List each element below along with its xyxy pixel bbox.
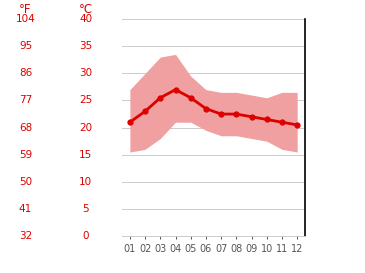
- Text: 0: 0: [82, 231, 89, 241]
- Text: °C: °C: [79, 3, 93, 16]
- Text: 30: 30: [79, 68, 92, 78]
- Text: 32: 32: [19, 231, 32, 241]
- Text: 35: 35: [79, 41, 92, 51]
- Text: 41: 41: [19, 204, 32, 214]
- Text: 77: 77: [19, 96, 32, 105]
- Text: 15: 15: [79, 150, 92, 160]
- Text: 50: 50: [19, 177, 32, 187]
- Text: 10: 10: [79, 177, 92, 187]
- Text: 86: 86: [19, 68, 32, 78]
- Text: 95: 95: [19, 41, 32, 51]
- Text: 59: 59: [19, 150, 32, 160]
- Text: 25: 25: [79, 96, 92, 105]
- Text: 104: 104: [16, 14, 35, 24]
- Text: 20: 20: [79, 123, 92, 133]
- Text: 40: 40: [79, 14, 92, 24]
- Text: 68: 68: [19, 123, 32, 133]
- Text: 5: 5: [82, 204, 89, 214]
- Text: °F: °F: [19, 3, 32, 16]
